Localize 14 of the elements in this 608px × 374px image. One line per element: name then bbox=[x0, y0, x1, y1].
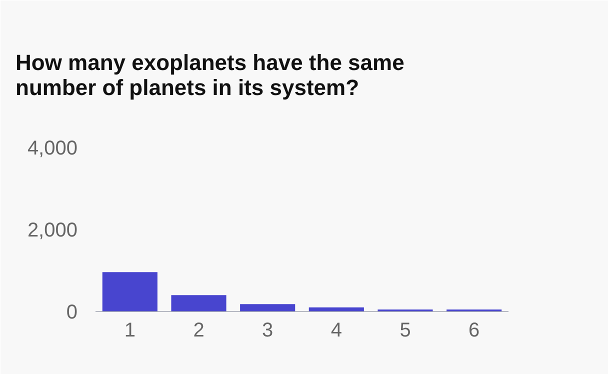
bar bbox=[171, 295, 226, 312]
bar bbox=[102, 272, 158, 312]
y-tick-label: 4,000 bbox=[27, 138, 78, 160]
y-tick-label: 0 bbox=[66, 302, 78, 324]
x-tick-label: 3 bbox=[262, 320, 274, 342]
x-tick-label: 1 bbox=[124, 320, 136, 342]
chart-title: How many exoplanets have the same number of planets in its system? bbox=[16, 50, 404, 100]
x-tick-label: 2 bbox=[193, 320, 204, 342]
bar bbox=[308, 307, 364, 312]
bar bbox=[240, 304, 296, 312]
x-tick-label: 5 bbox=[400, 320, 411, 342]
x-tick-label: 4 bbox=[330, 320, 342, 342]
y-tick-label: 2,000 bbox=[27, 220, 78, 242]
x-tick-label: 6 bbox=[468, 320, 480, 342]
